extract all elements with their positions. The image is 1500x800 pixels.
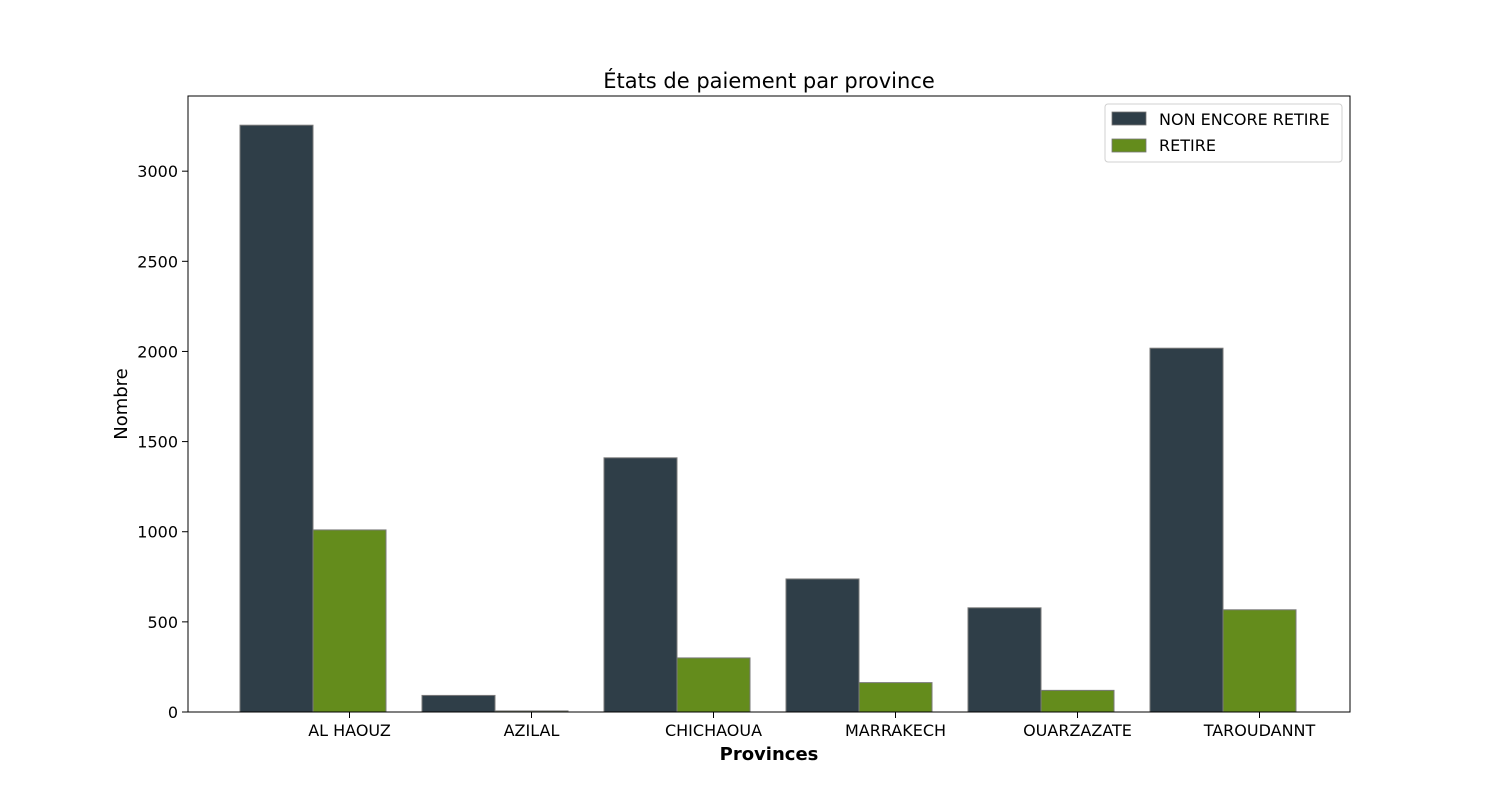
y-tick-label: 500	[147, 613, 178, 632]
y-tick-label: 1500	[137, 433, 178, 452]
y-axis-label: Nombre	[111, 368, 132, 440]
y-axis: 0 500 1000 1500 2000 2500 3000	[137, 162, 188, 722]
y-tick-label: 3000	[137, 162, 178, 181]
legend-label-retire: RETIRE	[1159, 136, 1216, 155]
x-tick-label: TAROUDANNT	[1203, 721, 1316, 740]
y-tick-label: 2000	[137, 342, 178, 361]
plot-frame	[187, 95, 1351, 713]
legend-frame	[1104, 103, 1343, 163]
x-axis: AL HAOUZ AZILAL CHICHAOUA MARRAKECH OUARZAZA…	[308, 712, 1316, 740]
x-tick-label: AL HAOUZ	[308, 721, 391, 740]
bar-retire-taroudannt	[1222, 609, 1297, 713]
x-axis-label: Provinces	[720, 744, 819, 765]
bar-retire-al-haouz	[312, 529, 387, 713]
bar-non-encore-retire-chichaoua	[603, 457, 678, 713]
legend: NON ENCORE RETIRE RETIRE	[1104, 103, 1343, 163]
x-tick-label: MARRAKECH	[845, 721, 946, 740]
bar-non-encore-retire-al-haouz	[239, 124, 314, 713]
legend-swatch-retire	[1111, 138, 1147, 153]
x-tick-label: OUARZAZATE	[1023, 721, 1132, 740]
x-tick-label: AZILAL	[504, 721, 560, 740]
bar-non-encore-retire-taroudannt	[1149, 347, 1224, 713]
y-tick-label: 1000	[137, 523, 178, 542]
bars-group	[239, 124, 1297, 713]
bar-retire-chichaoua	[676, 657, 751, 713]
y-tick-label: 0	[168, 703, 178, 722]
bar-retire-marrakech	[858, 682, 933, 713]
y-tick-label: 2500	[137, 252, 178, 271]
legend-swatch-non-encore-retire	[1111, 111, 1147, 126]
x-tick-label: CHICHAOUA	[665, 721, 762, 740]
legend-label-non-encore-retire: NON ENCORE RETIRE	[1159, 110, 1330, 129]
bar-non-encore-retire-azilal	[421, 694, 496, 713]
bar-retire-ouarzazate	[1040, 689, 1115, 713]
bar-non-encore-retire-ouarzazate	[967, 607, 1042, 713]
chart-title: États de paiement par province	[603, 68, 935, 93]
bar-non-encore-retire-marrakech	[785, 578, 860, 713]
